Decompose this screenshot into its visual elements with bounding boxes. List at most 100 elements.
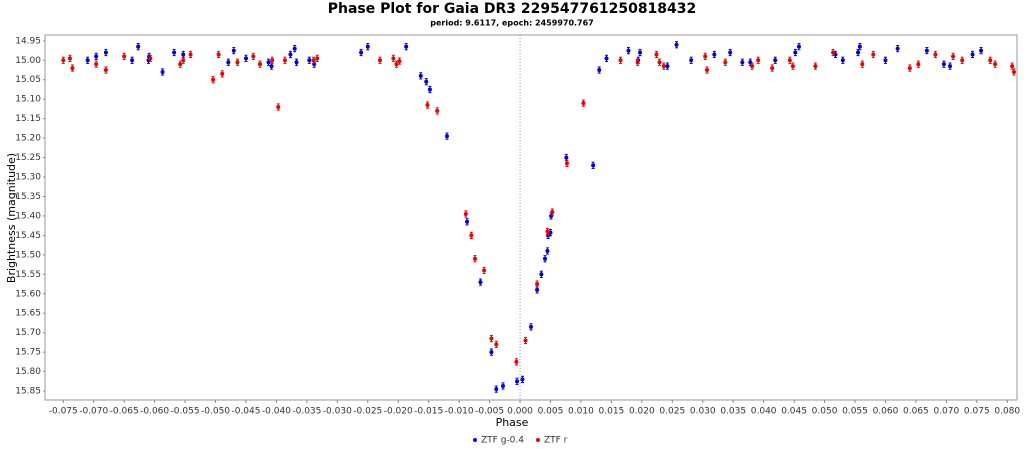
y-tick-label: 15.55 xyxy=(15,270,41,280)
point xyxy=(269,64,274,69)
x-tick-label: -0.015 xyxy=(414,407,443,417)
point xyxy=(494,342,499,347)
point xyxy=(787,58,792,63)
point xyxy=(840,58,845,63)
point xyxy=(94,62,99,67)
y-tick-label: 15.75 xyxy=(15,348,41,358)
x-tick-label: 0.075 xyxy=(964,407,990,417)
point xyxy=(597,68,602,73)
x-tick-label: 0.045 xyxy=(781,407,807,417)
point xyxy=(712,52,717,57)
chart-title: Phase Plot for Gaia DR3 2295477612508184… xyxy=(328,1,697,17)
x-tick-label: 0.020 xyxy=(629,407,655,417)
y-tick-label: 15.30 xyxy=(15,173,41,183)
point xyxy=(993,62,998,67)
point xyxy=(311,58,316,63)
legend-label: ZTF g-0.4 xyxy=(481,436,524,446)
point xyxy=(626,48,631,53)
point xyxy=(790,64,795,69)
point xyxy=(770,66,775,71)
point xyxy=(545,248,550,253)
x-tick-label: 0.070 xyxy=(933,407,959,417)
point xyxy=(231,48,236,53)
point xyxy=(312,62,317,67)
point xyxy=(435,108,440,113)
y-tick-label: 15.00 xyxy=(15,56,41,66)
point xyxy=(188,52,193,57)
point xyxy=(85,58,90,63)
point xyxy=(665,64,670,69)
point xyxy=(581,101,586,106)
point xyxy=(243,56,248,61)
point xyxy=(494,387,499,392)
legend-marker xyxy=(473,438,477,442)
point xyxy=(907,66,912,71)
point xyxy=(226,60,231,65)
point xyxy=(871,52,876,57)
point xyxy=(856,50,861,55)
point xyxy=(705,68,710,73)
point xyxy=(482,268,487,273)
point xyxy=(703,54,708,59)
point xyxy=(591,163,596,168)
point xyxy=(857,44,862,49)
point xyxy=(514,379,519,384)
x-tick-label: -0.055 xyxy=(171,407,200,417)
point xyxy=(397,59,402,64)
point xyxy=(860,62,865,67)
point xyxy=(539,272,544,277)
x-tick-label: 0.040 xyxy=(751,407,777,417)
point xyxy=(465,219,470,224)
point xyxy=(535,282,540,287)
point xyxy=(545,229,550,234)
y-tick-label: 15.65 xyxy=(15,309,41,319)
legend-label: ZTF r xyxy=(544,436,568,446)
point xyxy=(391,56,396,61)
point xyxy=(469,233,474,238)
point xyxy=(529,324,533,329)
point xyxy=(276,104,281,109)
point xyxy=(70,66,75,71)
point xyxy=(1011,69,1016,74)
point xyxy=(895,46,900,51)
y-tick-label: 15.25 xyxy=(15,153,41,163)
point xyxy=(122,54,127,59)
point xyxy=(657,60,662,65)
point xyxy=(883,58,888,63)
x-tick-label: 0.005 xyxy=(538,407,564,417)
point xyxy=(535,287,540,292)
point xyxy=(489,350,494,355)
point xyxy=(564,161,569,166)
point xyxy=(103,50,108,55)
point xyxy=(172,50,177,55)
x-tick-label: -0.045 xyxy=(231,407,260,417)
point xyxy=(740,60,745,65)
x-tick-label: -0.025 xyxy=(353,407,382,417)
point xyxy=(251,54,256,59)
x-tick-label: -0.050 xyxy=(201,407,230,417)
point xyxy=(377,58,382,63)
y-axis-label: Brightness (magnitude) xyxy=(5,153,18,283)
point xyxy=(564,155,569,160)
x-tick-label: 0.050 xyxy=(812,407,838,417)
point xyxy=(315,56,320,61)
point xyxy=(756,58,761,63)
x-tick-label: -0.035 xyxy=(292,407,321,417)
x-tick-label: -0.065 xyxy=(110,407,139,417)
point xyxy=(282,58,287,63)
x-tick-label: 0.065 xyxy=(903,407,929,417)
x-tick-label: 0.080 xyxy=(994,407,1020,417)
point xyxy=(988,58,993,63)
x-tick-label: 0.000 xyxy=(507,407,533,417)
point xyxy=(270,58,275,63)
point xyxy=(489,336,494,341)
point xyxy=(418,73,423,78)
x-tick-label: 0.010 xyxy=(568,407,594,417)
point xyxy=(294,60,299,65)
point xyxy=(478,280,483,285)
point xyxy=(773,58,778,63)
point xyxy=(235,60,240,65)
point xyxy=(960,58,965,63)
point xyxy=(444,134,449,139)
x-tick-label: -0.060 xyxy=(140,407,169,417)
